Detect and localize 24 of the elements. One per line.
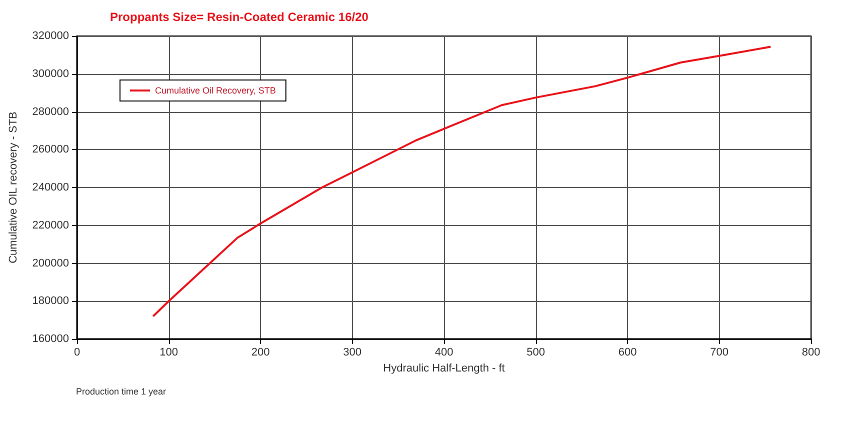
y-tick-label: 280000 [32, 106, 69, 118]
y-tick-label: 180000 [32, 295, 69, 308]
chart-title: Proppants Size= Resin-Coated Ceramic 16/20 [110, 10, 369, 24]
y-axis-title: Cumulative OIL recovery - STB [8, 112, 20, 264]
text: Production time 1 year [76, 386, 166, 396]
x-axis-title: Hydraulic Half-Length - ft [383, 362, 505, 374]
y-tick-label: 240000 [32, 182, 69, 194]
line-series [152, 46, 772, 318]
legend-label: Cumulative Oil Recovery, STB [155, 86, 276, 96]
y-tick-label: 300000 [32, 68, 69, 80]
x-tick-label: 600 [618, 346, 637, 358]
y-tick-label: 220000 [32, 219, 69, 232]
y-tick-label: 200000 [32, 257, 69, 270]
y-tick-label: 320000 [32, 30, 69, 42]
x-tick-label: 200 [251, 346, 270, 358]
y-tick-label: 260000 [32, 144, 69, 156]
y-tick-label: 160000 [32, 333, 69, 345]
x-tick-label: 400 [434, 346, 454, 358]
x-tick-label: 0 [74, 346, 80, 358]
x-tick-label: 300 [343, 346, 362, 358]
x-tick-label: 800 [802, 346, 820, 358]
x-tick-label: 700 [710, 346, 728, 358]
x-tick-label: 500 [526, 346, 545, 358]
x-tick-label: 100 [160, 346, 178, 358]
